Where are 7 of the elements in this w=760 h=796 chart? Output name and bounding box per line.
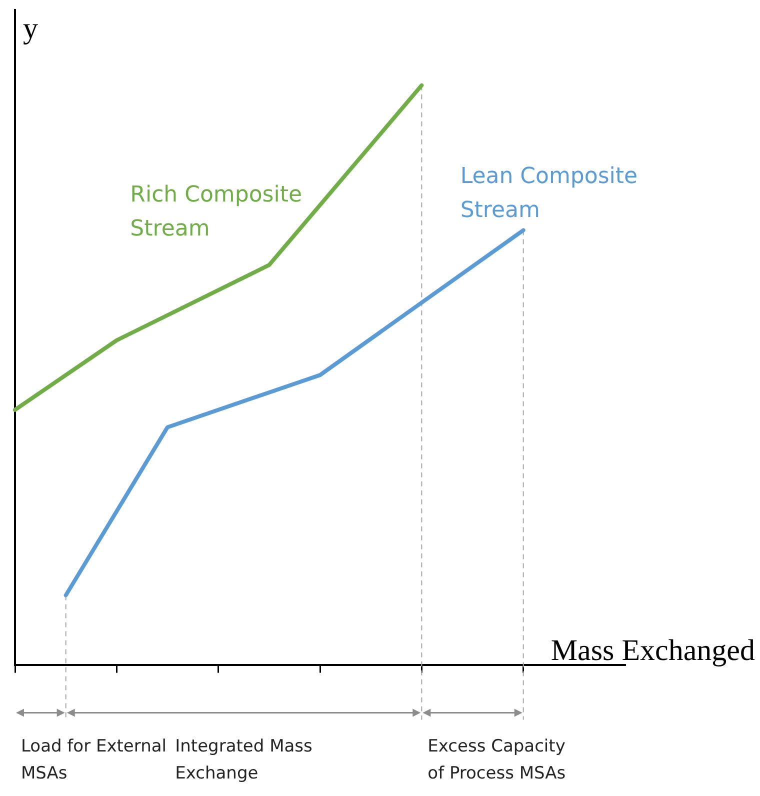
text: Integrated Mass Exchange: [175, 736, 313, 784]
text: Load for External MSAs: [21, 736, 166, 784]
x-axis-title: Mass Exchanged: [550, 634, 755, 667]
series-label: Lean Composite Stream: [460, 164, 638, 223]
text: Excess Capacity of Process MSAs: [428, 736, 566, 784]
y-axis-title: y: [23, 12, 38, 45]
series-label: Rich Composite Stream: [130, 182, 302, 242]
